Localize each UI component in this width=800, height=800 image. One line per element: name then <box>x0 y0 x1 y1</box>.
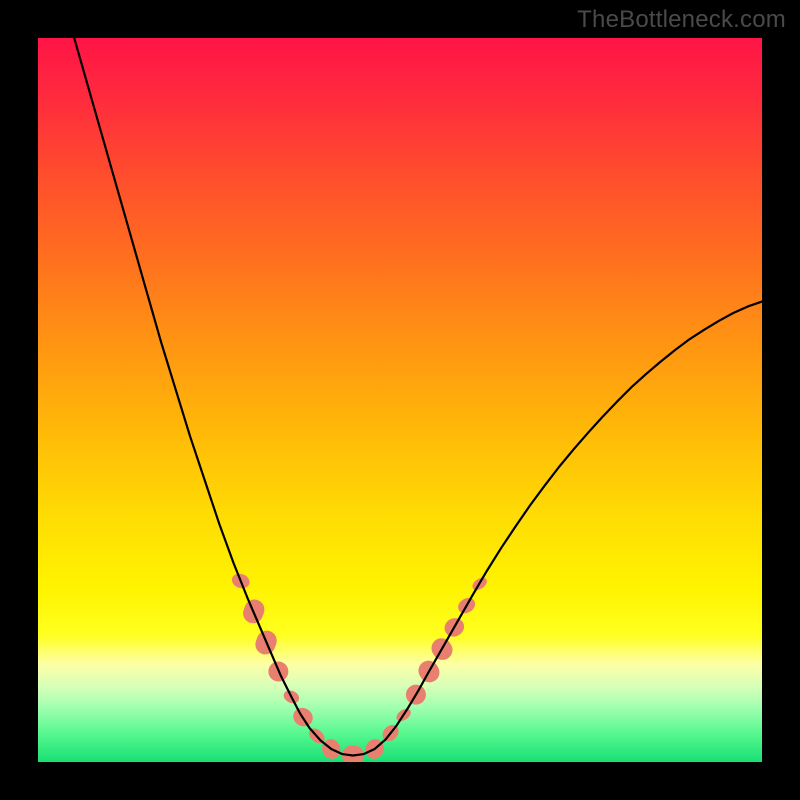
bottleneck-chart <box>0 0 800 800</box>
chart-stage: TheBottleneck.com <box>0 0 800 800</box>
watermark-text: TheBottleneck.com <box>577 6 786 34</box>
gradient-background <box>38 38 762 762</box>
